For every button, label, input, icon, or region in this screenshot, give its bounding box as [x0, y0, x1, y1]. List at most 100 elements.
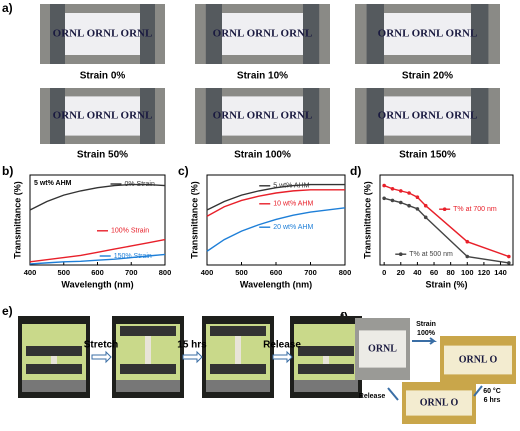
x-tick-label: 700 — [304, 268, 317, 277]
caption: Strain 20% — [402, 71, 453, 82]
photo-clamp — [205, 4, 222, 64]
panel-label: c) — [178, 164, 189, 178]
x-tick-label: 140 — [494, 268, 507, 277]
photo-clamp — [298, 364, 354, 374]
series-line — [383, 184, 510, 258]
panel-label: d) — [350, 164, 361, 178]
series-line — [206, 189, 345, 217]
y-axis-label: Transmittance (%) — [362, 181, 372, 259]
arrow — [272, 350, 293, 364]
point — [398, 200, 403, 205]
step-label: Release — [263, 340, 301, 351]
photo-sample — [384, 96, 471, 136]
photo-clamp — [26, 346, 82, 356]
arrow — [387, 387, 399, 401]
photo-clamp — [50, 4, 65, 64]
photo-clamp — [366, 88, 384, 144]
panel-label: a) — [2, 1, 13, 15]
legend-label: 150% Strain — [114, 253, 152, 260]
arrow — [473, 385, 483, 397]
x-tick-label: 80 — [446, 268, 454, 277]
x-tick-label: 800 — [159, 268, 172, 277]
photo-base — [206, 380, 270, 392]
series-line — [29, 183, 166, 211]
annotation: 5 wt% AHM — [34, 180, 72, 187]
x-axis-label: Strain (%) — [425, 279, 467, 289]
caption: Strain 0% — [80, 71, 126, 82]
x-tick-label: 100 — [461, 268, 474, 277]
x-tick-label: 800 — [339, 268, 352, 277]
photo-clamp — [50, 88, 65, 144]
x-tick-label: 500 — [57, 268, 70, 277]
point — [415, 195, 420, 200]
x-tick-label: 40 — [413, 268, 421, 277]
x-axis-label: Wavelength (nm) — [240, 279, 312, 289]
arrow — [182, 350, 203, 364]
x-tick-label: 60 — [430, 268, 438, 277]
photo-text: ORNL ORNL ORNL — [53, 28, 153, 40]
arrow — [91, 350, 112, 364]
photo-clamp — [471, 88, 489, 144]
photo-sample — [145, 336, 151, 364]
photo-base — [294, 380, 358, 392]
photo-text: ORNL ORNL ORNL — [213, 28, 313, 40]
photo-sample — [222, 13, 303, 55]
photo-sample — [235, 336, 241, 364]
point — [382, 196, 386, 201]
legend-label: T% at 700 nm — [453, 206, 497, 213]
y-axis-label: Transmittance (%) — [12, 181, 22, 259]
photo-clamp — [120, 364, 176, 374]
x-tick-label: 400 — [201, 268, 214, 277]
point — [407, 191, 411, 195]
photo-sample — [51, 356, 57, 364]
photo-text: ORNL — [368, 343, 397, 354]
series-line — [29, 253, 166, 265]
photo-sample — [359, 330, 406, 368]
legend-label: 5 wt% AHM — [273, 183, 309, 190]
step-label: Strain — [416, 321, 436, 328]
photo-clamp — [140, 88, 155, 144]
point — [390, 186, 395, 191]
x-tick-label: 0 — [382, 268, 386, 277]
photo-sample — [65, 96, 140, 136]
panel-label: e) — [2, 304, 13, 318]
x-tick-label: 400 — [24, 268, 37, 277]
point — [465, 254, 470, 259]
photo-sample — [406, 390, 472, 416]
photo-clamp — [120, 326, 176, 336]
legend-marker — [398, 252, 403, 256]
photo-clamp — [303, 88, 320, 144]
point — [415, 207, 420, 211]
photo-sample — [222, 96, 303, 136]
legend-marker — [442, 207, 447, 211]
series-line — [206, 207, 346, 252]
photo-sample — [444, 345, 512, 375]
caption: Strain 150% — [399, 150, 456, 161]
photo-text: ORNL ORNL ORNL — [378, 110, 478, 122]
step-label: 15 hrs — [177, 340, 207, 351]
plot-frame — [29, 174, 166, 266]
step-label: 60 °C — [483, 387, 501, 395]
photo-clamp — [210, 326, 266, 336]
x-tick-label: 20 — [397, 268, 405, 277]
photo-clamp — [140, 4, 155, 64]
x-tick-label: 600 — [91, 268, 104, 277]
legend-label: T% at 500 nm — [409, 251, 453, 258]
photo-clamp — [205, 88, 222, 144]
x-tick-label: 700 — [125, 268, 138, 277]
legend-label: 20 wt% AHM — [273, 224, 313, 231]
plot-frame — [379, 174, 514, 266]
legend-label: 100% Strain — [111, 228, 149, 235]
series-line — [29, 238, 166, 263]
panel-label: b) — [2, 164, 13, 178]
photo-clamp — [471, 4, 489, 64]
photo-sample — [323, 356, 329, 364]
x-tick-label: 120 — [478, 268, 491, 277]
step-label: 6 hrs — [484, 397, 501, 404]
photo-text: ORNL ORNL ORNL — [53, 110, 153, 122]
photo-sample — [384, 13, 471, 55]
photo-clamp — [303, 4, 320, 64]
photo-clamp — [366, 4, 384, 64]
legend-label: 0% Strain — [125, 181, 155, 188]
point — [423, 203, 428, 208]
